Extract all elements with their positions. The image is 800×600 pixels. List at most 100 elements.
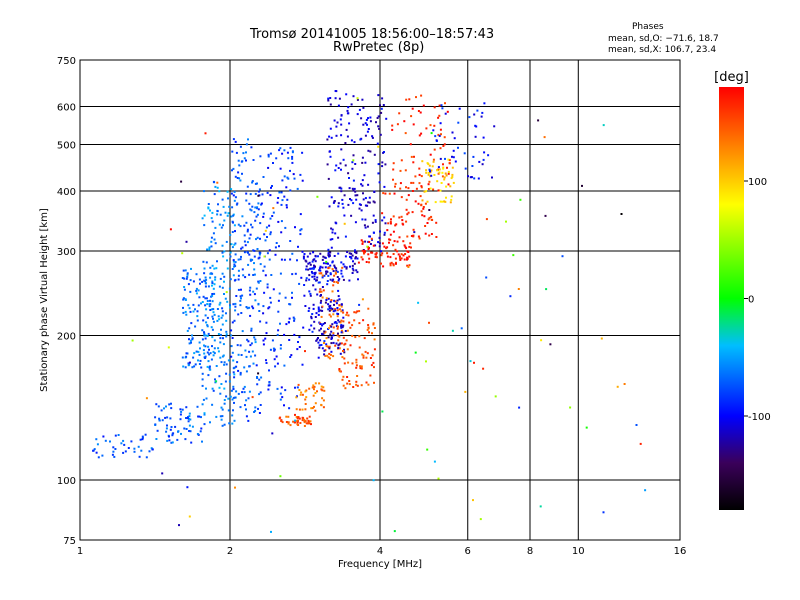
data-point (340, 303, 343, 306)
data-point (470, 176, 473, 179)
data-point (372, 244, 375, 247)
data-point (350, 252, 353, 255)
data-point (373, 201, 376, 204)
data-point (219, 301, 222, 304)
data-point (367, 201, 370, 204)
data-point (339, 118, 342, 121)
data-point (323, 322, 326, 324)
data-point (209, 209, 211, 212)
data-point (438, 168, 441, 171)
data-point (334, 169, 337, 172)
data-point (327, 336, 330, 339)
data-point (254, 182, 257, 185)
data-point (299, 229, 302, 232)
data-point (355, 361, 358, 364)
data-point (148, 450, 151, 453)
data-point (352, 179, 355, 182)
data-point (274, 246, 277, 249)
data-point (254, 341, 257, 344)
data-point (364, 122, 367, 125)
data-point (199, 347, 201, 350)
data-point (208, 246, 211, 249)
data-point (340, 319, 343, 322)
data-point (325, 299, 328, 301)
data-point (395, 262, 397, 265)
data-point (204, 345, 207, 348)
data-point (201, 384, 204, 387)
data-point (377, 94, 380, 97)
data-point (218, 318, 221, 321)
data-point (334, 309, 337, 312)
data-point (184, 269, 187, 272)
data-point (320, 294, 322, 296)
data-point (338, 343, 341, 346)
data-point (537, 119, 540, 122)
data-point (264, 274, 267, 277)
data-point (220, 361, 223, 364)
data-point (368, 261, 370, 264)
data-point (280, 231, 283, 234)
data-point (211, 280, 214, 283)
data-point (154, 416, 157, 419)
data-point (247, 419, 250, 422)
data-point (239, 373, 242, 376)
data-point (244, 404, 246, 407)
data-point (427, 188, 430, 190)
data-point (345, 339, 348, 342)
data-point (469, 360, 472, 363)
data-point (295, 420, 298, 423)
data-point (246, 338, 249, 341)
data-point (323, 340, 326, 343)
data-point (250, 146, 253, 149)
data-point (318, 329, 321, 332)
data-point (209, 309, 212, 311)
data-point (205, 297, 208, 300)
data-point (342, 311, 345, 314)
data-point (425, 169, 428, 172)
data-point (327, 356, 330, 359)
data-point (222, 205, 225, 208)
data-point (366, 204, 369, 207)
data-point (212, 308, 215, 311)
data-point (249, 258, 252, 261)
data-point (183, 286, 186, 288)
data-point (243, 240, 246, 243)
data-point (388, 192, 391, 195)
data-point (181, 252, 184, 255)
data-point (309, 292, 312, 295)
data-point (219, 392, 222, 395)
data-point (169, 228, 172, 231)
data-point (209, 421, 211, 424)
data-point (441, 175, 444, 178)
data-point (198, 341, 201, 344)
data-point (336, 121, 339, 124)
data-point (180, 432, 182, 435)
data-point (325, 262, 328, 265)
data-point (341, 275, 344, 278)
data-point (232, 367, 235, 370)
y-axis-label: Stationary phase Virtual Height [km] (39, 208, 50, 392)
data-point (246, 241, 249, 244)
data-point (201, 280, 204, 283)
data-point (329, 300, 332, 303)
data-point (424, 225, 427, 227)
data-point (333, 264, 336, 267)
data-point (273, 358, 276, 361)
data-point (226, 267, 229, 270)
data-point (145, 456, 148, 459)
data-point (287, 421, 290, 424)
data-point (337, 202, 340, 205)
data-point (445, 196, 447, 199)
data-point (544, 214, 547, 217)
data-point (334, 308, 337, 311)
data-point (231, 422, 234, 425)
data-point (322, 289, 325, 292)
data-point (233, 263, 236, 266)
data-point (269, 233, 272, 236)
data-point (422, 207, 425, 210)
data-point (203, 224, 206, 227)
data-point (204, 280, 207, 283)
data-point (364, 161, 367, 164)
data-point (351, 161, 354, 164)
data-point (241, 172, 243, 175)
